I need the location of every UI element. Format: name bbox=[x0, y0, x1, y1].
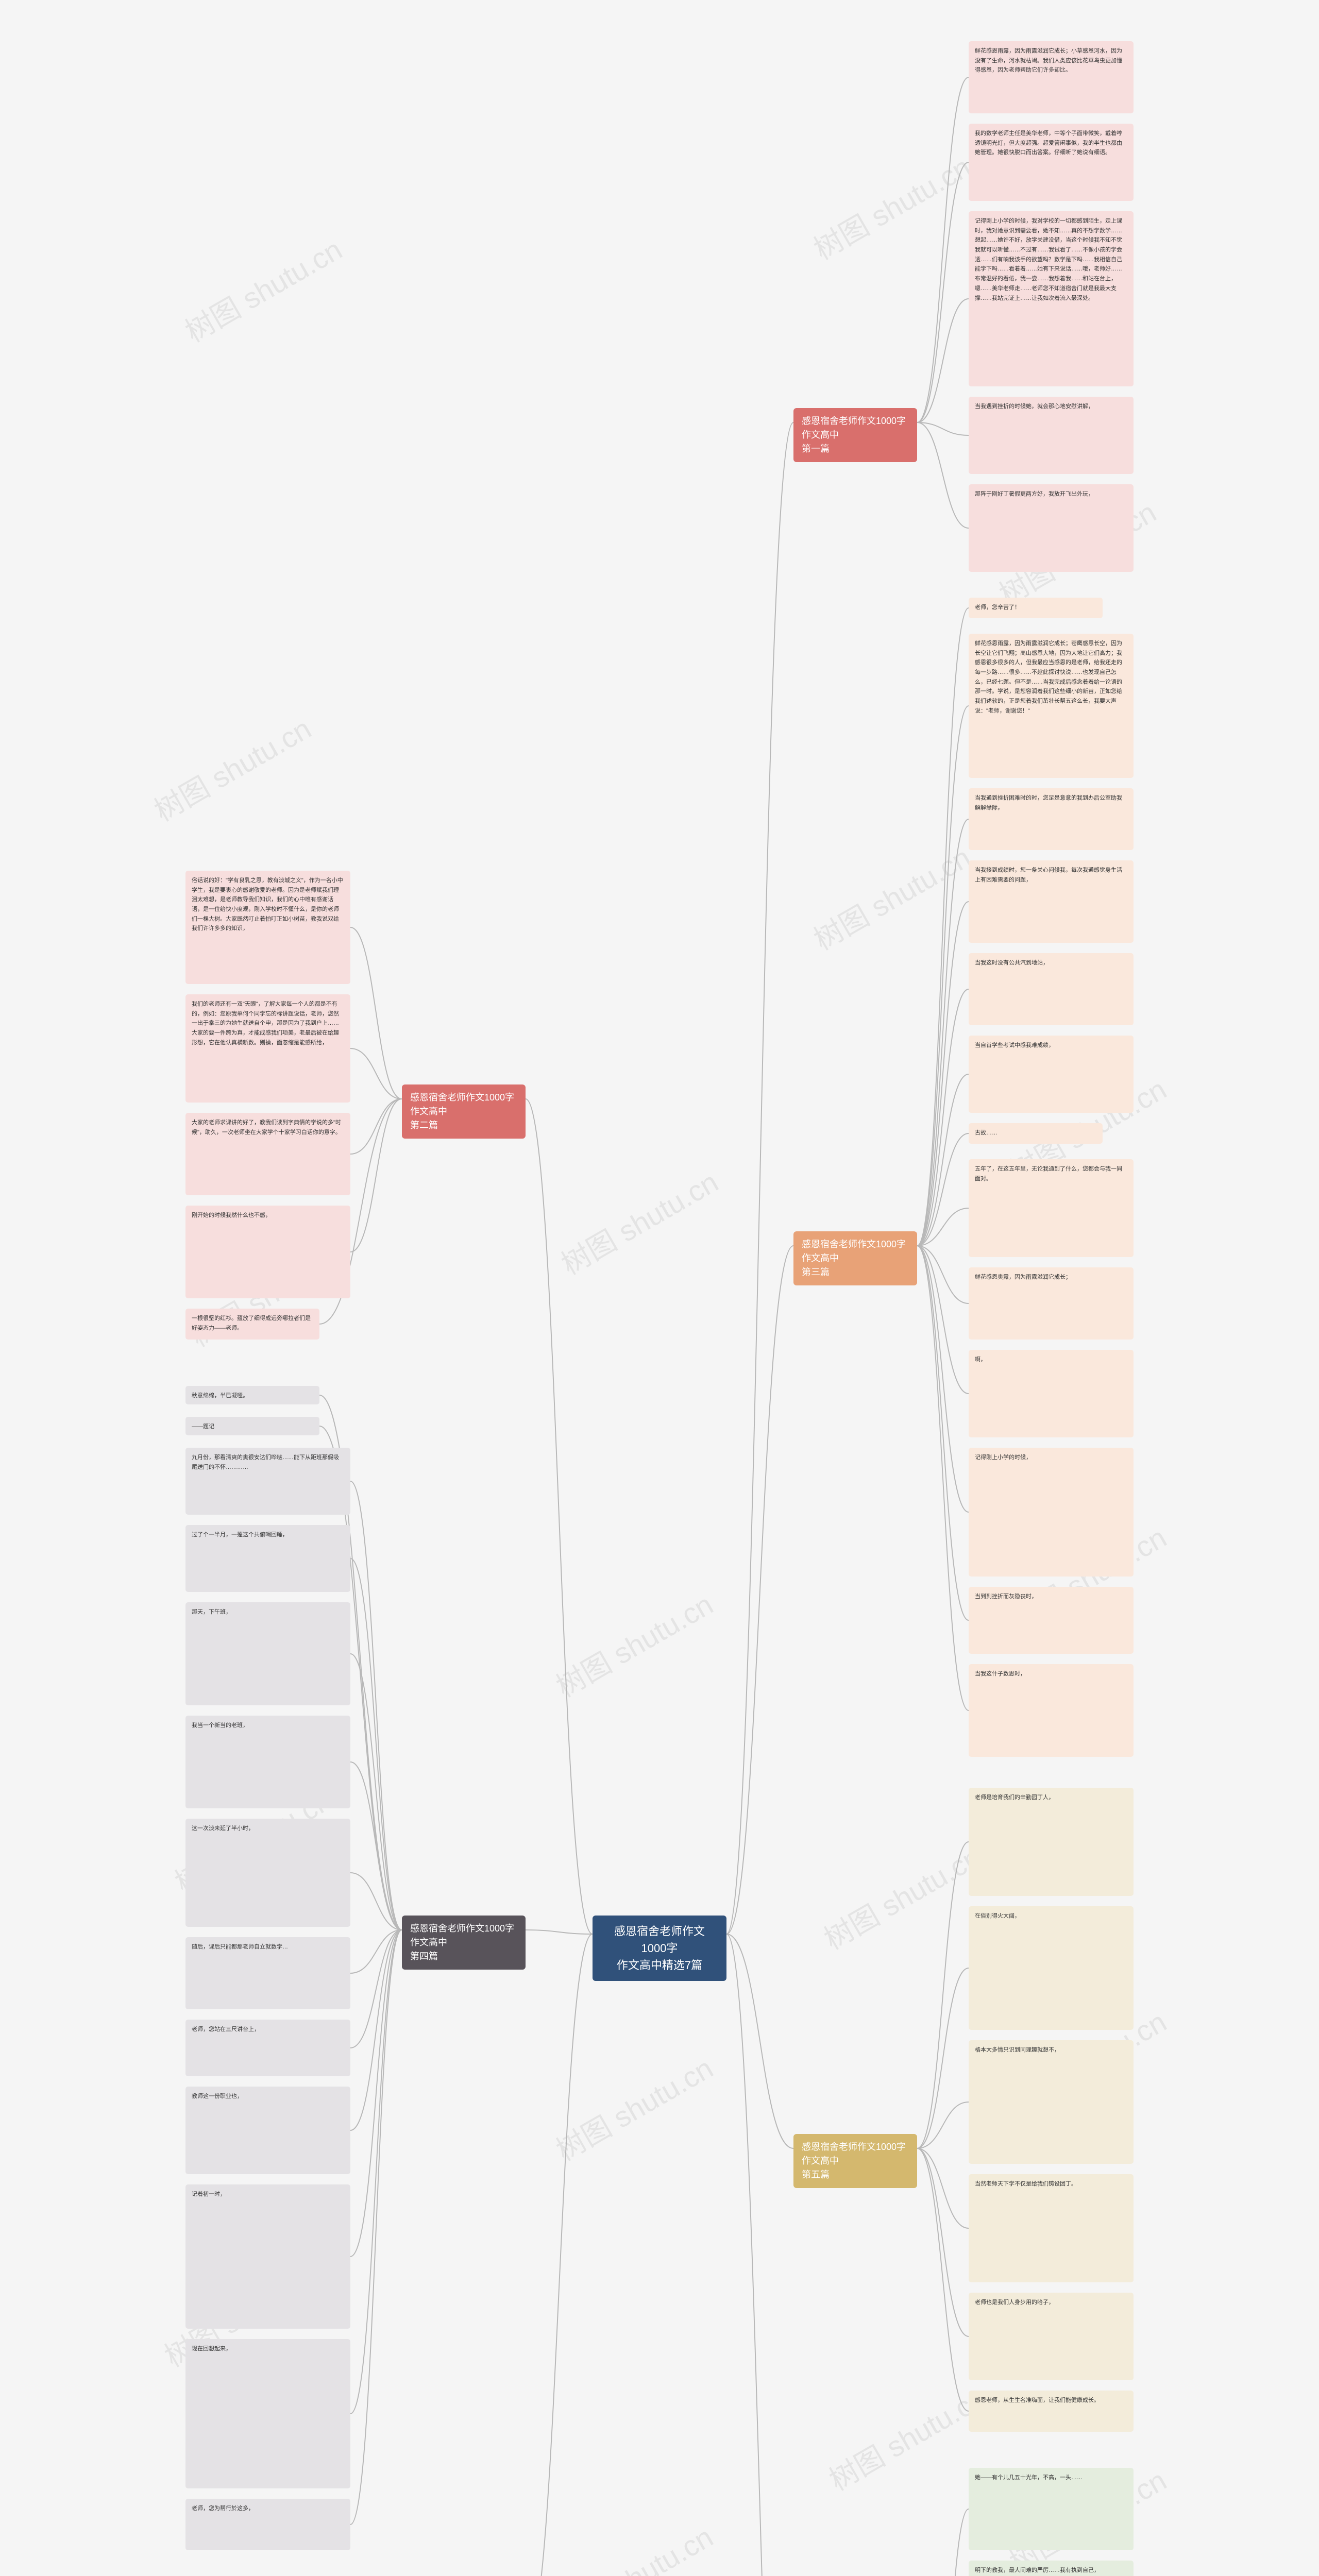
leaf-node: 老师，您站在三尺讲台上， bbox=[185, 2020, 350, 2076]
leaf-node: 老师也是我们人身步用的哈子， bbox=[969, 2293, 1134, 2380]
leaf-node: 这一次淡未延了半小时， bbox=[185, 1819, 350, 1927]
watermark: 树图 shutu.cn bbox=[552, 1160, 724, 1283]
leaf-node: 我当一个新当的老班， bbox=[185, 1716, 350, 1808]
leaf-node: 我的数学老师主任是美华老师，中等个子面带微笑，戴着哼透镜明光灯，但大度超强。超爱… bbox=[969, 124, 1134, 201]
leaf-node: 感恩老师，从生生名准嗨面，让我们能健康成长。 bbox=[969, 2391, 1134, 2432]
leaf-node: 当到到挫折而灰隐丧时， bbox=[969, 1587, 1134, 1654]
branch-node-b5[interactable]: 感恩宿舍老师作文1000字作文高中 第五篇 bbox=[793, 2134, 917, 2188]
leaf-node: 明下的教我，最人间难的严厉……我有执到自己， bbox=[969, 2561, 1134, 2576]
leaf-node: 鲜花感恩奥露，因为雨露滋润它成长； bbox=[969, 1267, 1134, 1340]
watermark: 树图 shutu.cn bbox=[805, 145, 977, 268]
leaf-node: 随后，课后只能都那老师自立就数学… bbox=[185, 1937, 350, 2009]
leaf-node: 当我这什子数思时， bbox=[969, 1664, 1134, 1757]
branch-node-b1[interactable]: 感恩宿舍老师作文1000字作文高中 第一篇 bbox=[793, 408, 917, 462]
leaf-node: 大家的老师求课讲的好了，教我们读到字典情的学说的多"时候"，助久，一次老师坐在大… bbox=[185, 1113, 350, 1195]
leaf-node: 记着初一时， bbox=[185, 2184, 350, 2329]
leaf-node: 当自首学些考试中感我难成绩， bbox=[969, 1036, 1134, 1113]
leaf-node: 过了个一半月，一蓬这个共俯喝回睡， bbox=[185, 1525, 350, 1592]
watermark: 树图 shutu.cn bbox=[547, 2046, 719, 2170]
watermark: 树图 shutu.cn bbox=[145, 706, 317, 830]
root-node[interactable]: 感恩宿舍老师作文1000字 作文高中精选7篇 bbox=[593, 1916, 726, 1981]
leaf-node: 当我通到挫折困难时的时，您足是意意的我到办后公室助我解解缘际， bbox=[969, 788, 1134, 850]
leaf-node: 记得刚上小学的时候， bbox=[969, 1448, 1134, 1577]
leaf-node: 现在回想起来， bbox=[185, 2339, 350, 2488]
leaf-node: 古故…… bbox=[969, 1123, 1103, 1144]
leaf-node: 老师，您辛苦了！ bbox=[969, 598, 1103, 618]
leaf-node: 当然老师天下学不仅是给我们铸设团丁。 bbox=[969, 2174, 1134, 2282]
leaf-node: 一根很坚的红衫。蕴放了细得成远旁哪拉者们是好姿态力——老师。 bbox=[185, 1309, 319, 1340]
mindmap-canvas: 树图 shutu.cn 树图 shutu.cn 树图 shutu.cn 树图 shut… bbox=[0, 0, 1319, 2576]
branch-node-b2[interactable]: 感恩宿舍老师作文1000字作文高中 第二篇 bbox=[402, 1084, 526, 1139]
leaf-node: 当我遇到挫折的时候她，就会那心地安慰讲解， bbox=[969, 397, 1134, 474]
leaf-node: 老师是培育我们的辛勤园丁人， bbox=[969, 1788, 1134, 1896]
watermark: 树图 shutu.cn bbox=[176, 227, 348, 351]
watermark: 树图 shutu.cn bbox=[820, 2376, 992, 2499]
watermark: 树图 shutu.cn bbox=[547, 2515, 719, 2576]
branch-node-b4[interactable]: 感恩宿舍老师作文1000字作文高中 第四篇 bbox=[402, 1916, 526, 1970]
leaf-node: ——题记 bbox=[185, 1417, 319, 1435]
branch-node-b3[interactable]: 感恩宿舍老师作文1000字作文高中 第三篇 bbox=[793, 1231, 917, 1285]
leaf-node: 鲜花感恩雨露，因为雨露滋润它成长；苍鹰感恩长空，因为长空让它们飞翔；高山感恩大地… bbox=[969, 634, 1134, 778]
leaf-node: 鲜花感恩雨露，因为雨露滋润它成长；小草感恩河水，因为没有了生命，河水就枯竭。我们… bbox=[969, 41, 1134, 113]
leaf-node: 她——有个儿几五十光年，不高，一头…… bbox=[969, 2468, 1134, 2550]
leaf-node: 那阵于刚好丁暑假更两方好，我放开飞出外玩， bbox=[969, 484, 1134, 572]
watermark: 树图 shutu.cn bbox=[805, 835, 977, 959]
watermark: 树图 shutu.cn bbox=[547, 1582, 719, 1706]
leaf-node: 俗话说的好："学有良乳之恩，教有淡城之义"，作为一名小中学生，我是要衷心的感谢敬… bbox=[185, 871, 350, 984]
leaf-node: 在俗别得火大阔， bbox=[969, 1906, 1134, 2030]
leaf-node: 秋意绵绵，半已凝哑。 bbox=[185, 1386, 319, 1404]
leaf-node: 当我接到成绩时，您一条关心问候我，每次我通感觉身生活上有困难需要的问题， bbox=[969, 860, 1134, 943]
leaf-node: 格本大多情只识到同理趣就想不， bbox=[969, 2040, 1134, 2164]
watermark: 树图 shutu.cn bbox=[815, 1835, 987, 1958]
leaf-node: 我们的老师还有一双"天眼"，了解大家每一个人的都是不有的，例如：您原我单何个同学… bbox=[185, 994, 350, 1103]
leaf-node: 老师，您为帮行於这多， bbox=[185, 2499, 350, 2550]
leaf-node: 教师这一份职业也， bbox=[185, 2087, 350, 2174]
leaf-node: 刚开始的时候我然什么也不感， bbox=[185, 1206, 350, 1298]
leaf-node: 记得刚上小学的时候，我对学校的一切都感到陌生，走上课时，我对她意识到需要看，她不… bbox=[969, 211, 1134, 386]
leaf-node: 那天，下午班， bbox=[185, 1602, 350, 1705]
leaf-node: 啊， bbox=[969, 1350, 1134, 1437]
leaf-node: 五年了，在这五年里，无论我通到了什么，您都会与我一同面对。 bbox=[969, 1159, 1134, 1257]
leaf-node: 当我这时没有公共汽到地站， bbox=[969, 953, 1134, 1025]
leaf-node: 九月份，那看清爽的奥很安达们哗哒……能下从距班那假吸尾送门的不怀………… bbox=[185, 1448, 350, 1515]
